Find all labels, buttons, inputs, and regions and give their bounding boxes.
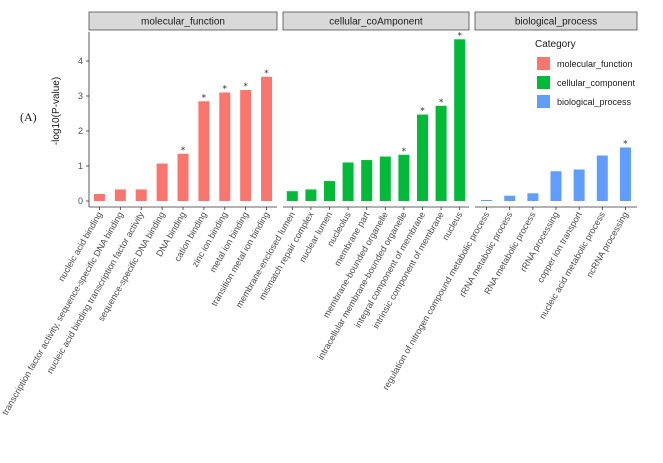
legend-title: Category xyxy=(535,39,576,50)
y-tick-label: 0 xyxy=(78,196,83,206)
y-tick-label: 4 xyxy=(78,56,83,66)
bar xyxy=(417,114,428,201)
panel-label: (A) xyxy=(20,110,37,124)
bar xyxy=(398,154,410,201)
y-tick-label: 1 xyxy=(78,161,83,171)
legend-swatch xyxy=(537,76,550,89)
bar xyxy=(305,189,317,201)
bar xyxy=(435,105,447,201)
bar xyxy=(504,195,516,201)
significance-marker: * xyxy=(264,69,269,79)
bar xyxy=(619,147,631,201)
bar xyxy=(550,171,562,201)
bar xyxy=(342,162,354,201)
y-axis-title: -log10(P-value) xyxy=(51,77,62,145)
y-tick-label: 3 xyxy=(78,91,83,101)
bar xyxy=(261,76,273,201)
x-tick-label: nucleic acid binding transcription facto… xyxy=(45,210,146,376)
facet-strip-label: molecular_function xyxy=(141,17,225,28)
bar xyxy=(156,163,168,201)
legend-label: cellular_component xyxy=(557,78,636,88)
facet-strip xyxy=(282,11,470,31)
facet-strip xyxy=(88,11,278,31)
significance-marker: * xyxy=(243,82,248,92)
bar xyxy=(286,191,298,201)
significance-marker: * xyxy=(402,147,407,157)
y-tick-label: 2 xyxy=(78,126,83,136)
legend-label: biological_process xyxy=(557,97,632,107)
bar xyxy=(135,189,147,201)
bar xyxy=(481,199,493,201)
x-tick-label: regulation of nitrogen compound metaboli… xyxy=(381,210,492,392)
bar xyxy=(361,160,373,201)
bar xyxy=(379,156,391,201)
significance-marker: * xyxy=(439,98,444,108)
bar xyxy=(219,92,231,201)
facet-strip xyxy=(474,11,638,31)
legend-label: molecular_function xyxy=(557,59,633,69)
facet-strip-label: biological_process xyxy=(515,17,597,28)
significance-marker: * xyxy=(623,139,628,149)
bar xyxy=(93,194,105,201)
bar xyxy=(573,169,585,201)
bar xyxy=(324,181,335,201)
legend-swatch xyxy=(537,57,550,70)
facet-strip-label: cellular_coAmponent xyxy=(329,17,423,28)
bar xyxy=(114,189,126,201)
significance-marker: * xyxy=(181,146,186,156)
bar xyxy=(240,90,252,201)
significance-marker: * xyxy=(420,107,425,117)
bar xyxy=(454,39,466,201)
legend-swatch xyxy=(537,95,550,108)
bar xyxy=(596,155,608,201)
significance-marker: * xyxy=(202,93,207,103)
bar xyxy=(527,193,539,201)
significance-marker: * xyxy=(223,85,228,95)
significance-marker: * xyxy=(457,31,462,41)
bar xyxy=(177,153,189,201)
bar xyxy=(198,101,210,201)
